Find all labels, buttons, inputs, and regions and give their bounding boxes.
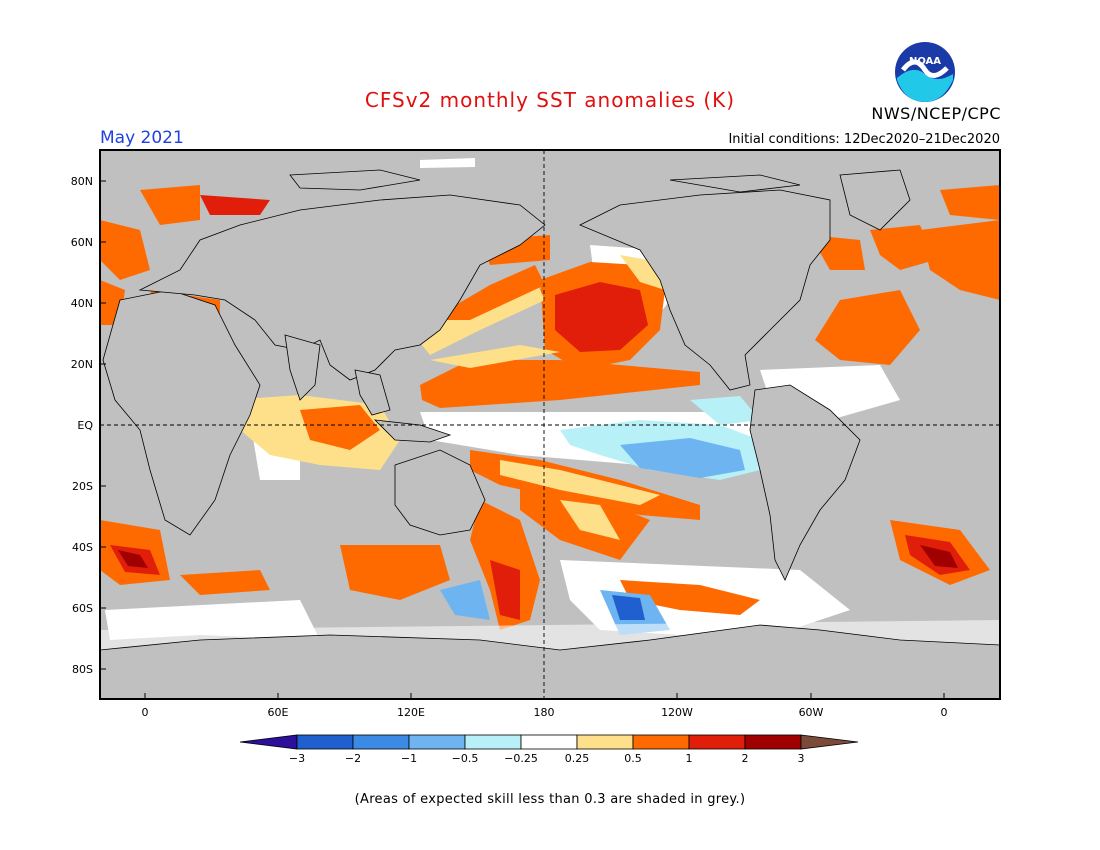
colorbar-label: 0.5 [624,752,642,765]
colorbar-label: −0.25 [504,752,538,765]
colorbar-label: 0.25 [565,752,590,765]
colorbar-label: 1 [686,752,693,765]
lon-label: 180 [534,706,555,719]
colorbar-segment [576,734,634,750]
lon-label: 120E [397,706,425,719]
svg-text:NOAA: NOAA [909,56,941,67]
colorbar-label: 2 [742,752,749,765]
skill-footnote: (Areas of expected skill less than 0.3 a… [354,792,746,807]
colorbar-segment [352,734,410,750]
colorbar-label: 3 [798,752,805,765]
lat-axis: 80N 60N 40N 20N EQ 20S 40S 60S 80S [71,175,94,676]
colorbar-left-arrow [239,734,298,750]
colorbar-segment [744,734,802,750]
lon-label: 120W [661,706,693,719]
noaa-logo: NOAA [895,42,955,102]
colorbar-label: −3 [289,752,305,765]
continents [100,169,1000,699]
lon-label: 60W [799,706,824,719]
lon-label: 0 [142,706,149,719]
map-frame [99,149,1001,700]
colorbar-right-arrow [800,734,859,750]
colorbar-segment [632,734,690,750]
forecast-month: May 2021 [100,128,184,148]
color-bar: −3 −2 −1 −0.5 −0.25 0.25 0.5 1 2 3 [239,734,859,765]
lat-label: EQ [77,419,93,432]
lat-label: 40N [71,297,93,310]
colorbar-label: −2 [345,752,361,765]
map-title: CFSv2 monthly SST anomalies (K) [364,88,736,112]
lat-label: 80N [71,175,93,188]
colorbar-segment [464,734,522,750]
lat-tickmarks [100,180,106,670]
lat-label: 40S [72,541,93,554]
lon-tickmarks [144,693,945,699]
agency-label: NWS/NCEP/CPC [871,104,1001,123]
colorbar-segment [520,734,578,750]
lon-label: 60E [268,706,289,719]
lat-label: 60N [71,236,93,249]
colorbar-label: −0.5 [452,752,479,765]
colorbar-label: −1 [401,752,417,765]
colorbar-segment [408,734,466,750]
lat-label: 20S [72,480,93,493]
lon-label: 0 [941,706,948,719]
colorbar-segment [296,734,354,750]
lat-label: 80S [72,663,93,676]
lat-label: 20N [71,358,93,371]
initial-conditions: Initial conditions: 12Dec2020–21Dec2020 [728,132,1000,147]
lat-label: 60S [72,602,93,615]
colorbar-segment [688,734,746,750]
lon-axis: 0 60E 120E 180 120W 60W 0 [142,706,948,719]
